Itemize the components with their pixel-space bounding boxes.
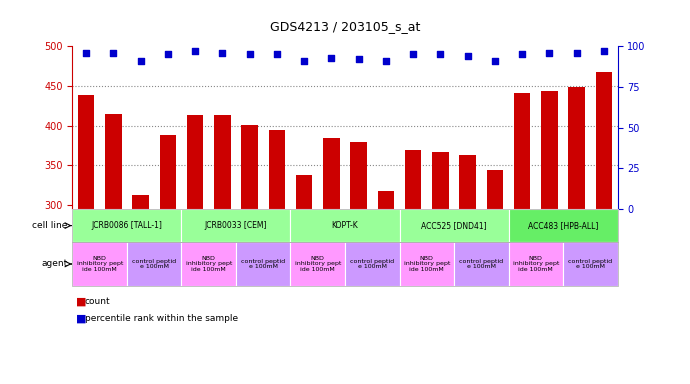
Text: ■: ■ xyxy=(76,296,86,306)
Bar xyxy=(432,152,448,209)
Text: count: count xyxy=(85,297,110,306)
Bar xyxy=(486,170,503,209)
Text: control peptid
e 100mM: control peptid e 100mM xyxy=(569,258,612,270)
Point xyxy=(326,55,337,61)
Text: NBD
inhibitory pept
ide 100mM: NBD inhibitory pept ide 100mM xyxy=(77,256,123,272)
Bar xyxy=(405,151,422,209)
Point xyxy=(190,48,201,54)
Point xyxy=(489,58,500,64)
Text: agent: agent xyxy=(41,260,68,268)
Text: NBD
inhibitory pept
ide 100mM: NBD inhibitory pept ide 100mM xyxy=(513,256,559,272)
Point xyxy=(544,50,555,56)
Text: ■: ■ xyxy=(76,314,86,324)
Text: KOPT-K: KOPT-K xyxy=(332,221,358,230)
Bar xyxy=(159,135,176,209)
Bar xyxy=(214,115,230,209)
Bar xyxy=(187,115,204,209)
Point xyxy=(217,50,228,56)
Text: NBD
inhibitory pept
ide 100mM: NBD inhibitory pept ide 100mM xyxy=(295,256,341,272)
Bar xyxy=(541,91,558,209)
Bar xyxy=(377,191,394,209)
Point xyxy=(435,51,446,57)
Bar xyxy=(78,96,95,209)
Point xyxy=(598,48,609,54)
Text: GDS4213 / 203105_s_at: GDS4213 / 203105_s_at xyxy=(270,20,420,33)
Bar xyxy=(132,195,149,209)
Point xyxy=(108,50,119,56)
Point xyxy=(135,58,146,64)
Text: percentile rank within the sample: percentile rank within the sample xyxy=(85,314,238,323)
Point xyxy=(162,51,173,57)
Point xyxy=(81,50,92,56)
Text: cell line: cell line xyxy=(32,221,68,230)
Bar xyxy=(460,155,476,209)
Text: control peptid
e 100mM: control peptid e 100mM xyxy=(460,258,503,270)
Text: JCRB0033 [CEM]: JCRB0033 [CEM] xyxy=(205,221,267,230)
Bar xyxy=(268,130,285,209)
Bar xyxy=(323,137,339,209)
Text: ACC525 [DND41]: ACC525 [DND41] xyxy=(421,221,487,230)
Bar xyxy=(351,142,367,209)
Text: control peptid
e 100mM: control peptid e 100mM xyxy=(132,258,176,270)
Text: control peptid
e 100mM: control peptid e 100mM xyxy=(351,258,394,270)
Bar xyxy=(595,71,612,209)
Point xyxy=(462,53,473,59)
Bar xyxy=(514,93,531,209)
Point xyxy=(380,58,391,64)
Bar xyxy=(105,114,121,209)
Text: ACC483 [HPB-ALL]: ACC483 [HPB-ALL] xyxy=(528,221,598,230)
Text: NBD
inhibitory pept
ide 100mM: NBD inhibitory pept ide 100mM xyxy=(186,256,232,272)
Bar xyxy=(296,175,313,209)
Point xyxy=(299,58,310,64)
Bar xyxy=(241,125,258,209)
Text: JCRB0086 [TALL-1]: JCRB0086 [TALL-1] xyxy=(92,221,162,230)
Text: NBD
inhibitory pept
ide 100mM: NBD inhibitory pept ide 100mM xyxy=(404,256,450,272)
Point xyxy=(517,51,528,57)
Point xyxy=(408,51,419,57)
Point xyxy=(244,51,255,57)
Point xyxy=(271,51,282,57)
Text: control peptid
e 100mM: control peptid e 100mM xyxy=(241,258,285,270)
Bar xyxy=(569,88,585,209)
Point xyxy=(571,50,582,56)
Point xyxy=(353,56,364,62)
